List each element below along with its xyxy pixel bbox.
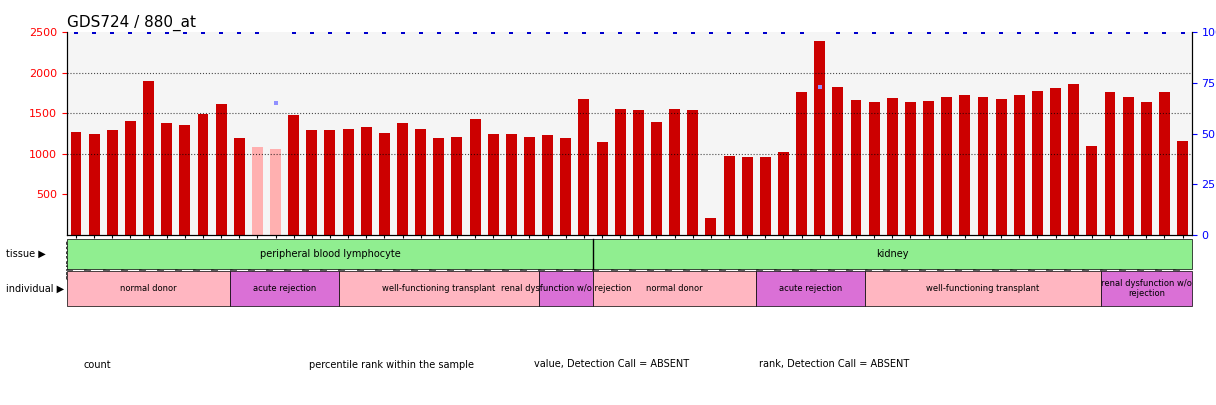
Bar <box>107 130 118 235</box>
Bar <box>339 271 539 306</box>
Bar <box>561 138 572 235</box>
Bar <box>524 137 535 235</box>
Bar <box>865 271 1100 306</box>
Bar <box>724 156 734 235</box>
Bar <box>143 81 154 235</box>
Bar <box>923 101 934 235</box>
Bar <box>593 239 1192 269</box>
Bar <box>1104 92 1115 235</box>
Bar <box>398 123 407 235</box>
Bar <box>252 147 263 235</box>
Bar <box>542 135 553 235</box>
Text: individual ▶: individual ▶ <box>6 284 64 294</box>
Bar <box>433 138 444 235</box>
Bar <box>1177 141 1188 235</box>
Text: rank, Detection Call = ABSENT: rank, Detection Call = ABSENT <box>759 360 910 369</box>
Bar <box>1141 102 1152 235</box>
Bar <box>1069 84 1080 235</box>
Text: peripheral blood lymphocyte: peripheral blood lymphocyte <box>259 249 400 259</box>
Bar <box>886 98 897 235</box>
Bar <box>125 121 136 235</box>
Bar <box>71 132 81 235</box>
Bar <box>756 271 865 306</box>
Text: well-functioning transplant: well-functioning transplant <box>382 284 495 293</box>
Bar <box>833 87 844 235</box>
Text: acute rejection: acute rejection <box>779 284 843 293</box>
Text: well-functioning transplant: well-functioning transplant <box>927 284 1040 293</box>
Bar <box>306 130 317 235</box>
Bar <box>233 138 244 235</box>
Text: GDS724 / 880_at: GDS724 / 880_at <box>67 15 196 31</box>
Text: tissue ▶: tissue ▶ <box>6 249 46 259</box>
Bar <box>705 218 716 235</box>
Text: normal donor: normal donor <box>120 284 176 293</box>
Text: count: count <box>84 360 112 369</box>
Text: acute rejection: acute rejection <box>253 284 316 293</box>
Bar <box>1159 92 1170 235</box>
Text: renal dysfunction w/o
rejection: renal dysfunction w/o rejection <box>1100 279 1192 298</box>
Bar <box>67 271 230 306</box>
Bar <box>760 157 771 235</box>
Text: percentile rank within the sample: percentile rank within the sample <box>309 360 474 369</box>
Text: kidney: kidney <box>876 249 908 259</box>
Bar <box>89 134 100 235</box>
Bar <box>815 41 826 235</box>
Bar <box>469 119 480 235</box>
Bar <box>796 92 807 235</box>
Bar <box>1014 95 1025 235</box>
Bar <box>959 95 970 235</box>
Bar <box>687 110 698 235</box>
Bar <box>978 97 989 235</box>
Bar <box>379 133 390 235</box>
Bar <box>851 100 861 235</box>
Text: renal dysfunction w/o rejection: renal dysfunction w/o rejection <box>501 284 631 293</box>
Bar <box>742 157 753 235</box>
Bar <box>579 99 590 235</box>
Bar <box>361 127 372 235</box>
Bar <box>506 134 517 235</box>
Bar <box>868 102 879 235</box>
Bar <box>215 104 226 235</box>
Bar <box>325 130 336 235</box>
Bar <box>162 123 173 235</box>
Bar <box>343 129 354 235</box>
Bar <box>669 109 680 235</box>
Bar <box>288 115 299 235</box>
Bar <box>67 239 593 269</box>
Text: value, Detection Call = ABSENT: value, Detection Call = ABSENT <box>534 360 689 369</box>
Bar <box>451 137 462 235</box>
Bar <box>1100 271 1192 306</box>
Bar <box>488 134 499 235</box>
Bar <box>651 122 662 235</box>
Bar <box>1122 97 1133 235</box>
Bar <box>905 102 916 235</box>
Text: normal donor: normal donor <box>647 284 703 293</box>
Bar <box>593 271 756 306</box>
Bar <box>632 110 643 235</box>
Bar <box>597 142 608 235</box>
Bar <box>180 125 190 235</box>
Bar <box>1032 91 1043 235</box>
Bar <box>197 114 208 235</box>
Bar <box>941 97 952 235</box>
Bar <box>1086 146 1097 235</box>
Bar <box>230 271 339 306</box>
Bar <box>778 152 789 235</box>
Bar <box>1051 88 1062 235</box>
Bar <box>539 271 593 306</box>
Bar <box>415 129 426 235</box>
Bar <box>996 99 1007 235</box>
Bar <box>615 109 626 235</box>
Bar <box>270 149 281 235</box>
